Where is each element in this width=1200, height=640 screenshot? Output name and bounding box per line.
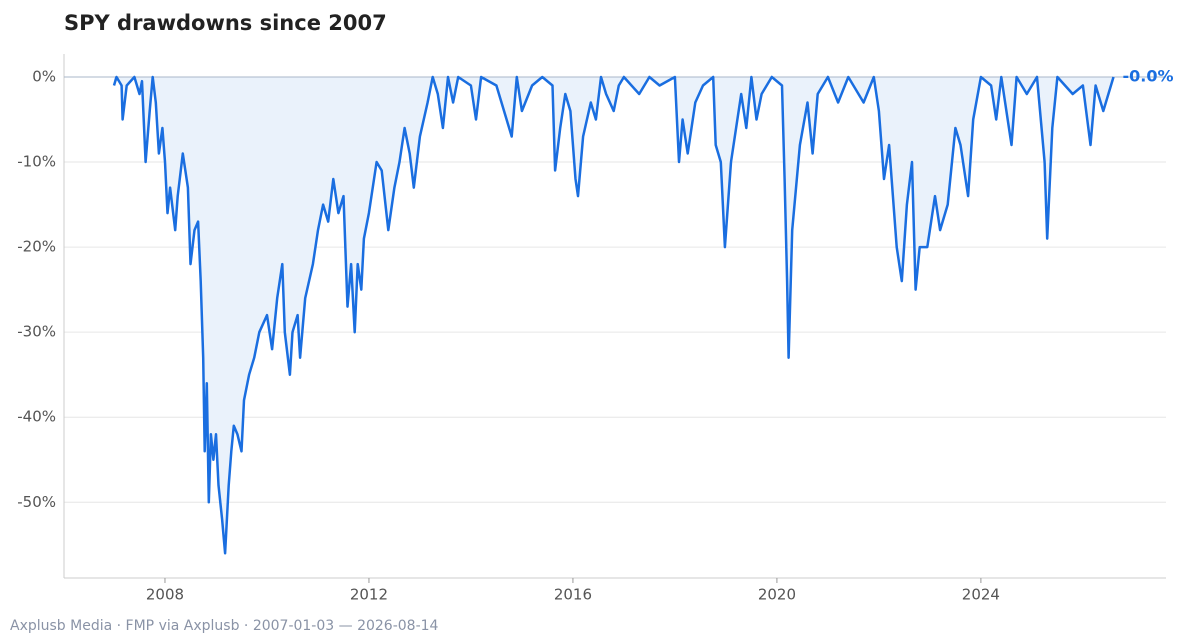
x-tick-label: 2012 bbox=[350, 586, 388, 604]
y-tick-label: -50% bbox=[17, 493, 56, 511]
footer: Axplusb Media · FMP via Axplusb · 2007-0… bbox=[10, 618, 439, 634]
area bbox=[113, 76, 1114, 554]
x-tick-label: 2016 bbox=[554, 586, 592, 604]
y-tick-label: -30% bbox=[17, 323, 56, 341]
y-tick-label: 0% bbox=[32, 67, 56, 85]
x-tick-label: 2020 bbox=[758, 586, 796, 604]
line bbox=[112, 75, 1115, 555]
end-label: -0.0% bbox=[1122, 66, 1173, 85]
chart-title: SPY drawdowns since 2007 bbox=[64, 11, 387, 35]
x-tick-label: 2024 bbox=[962, 586, 1000, 604]
y-tick-label: -20% bbox=[17, 238, 56, 256]
x-tick-label: 2008 bbox=[146, 586, 184, 604]
y-tick-label: -10% bbox=[17, 153, 56, 171]
y-tick-label: -40% bbox=[17, 408, 56, 426]
